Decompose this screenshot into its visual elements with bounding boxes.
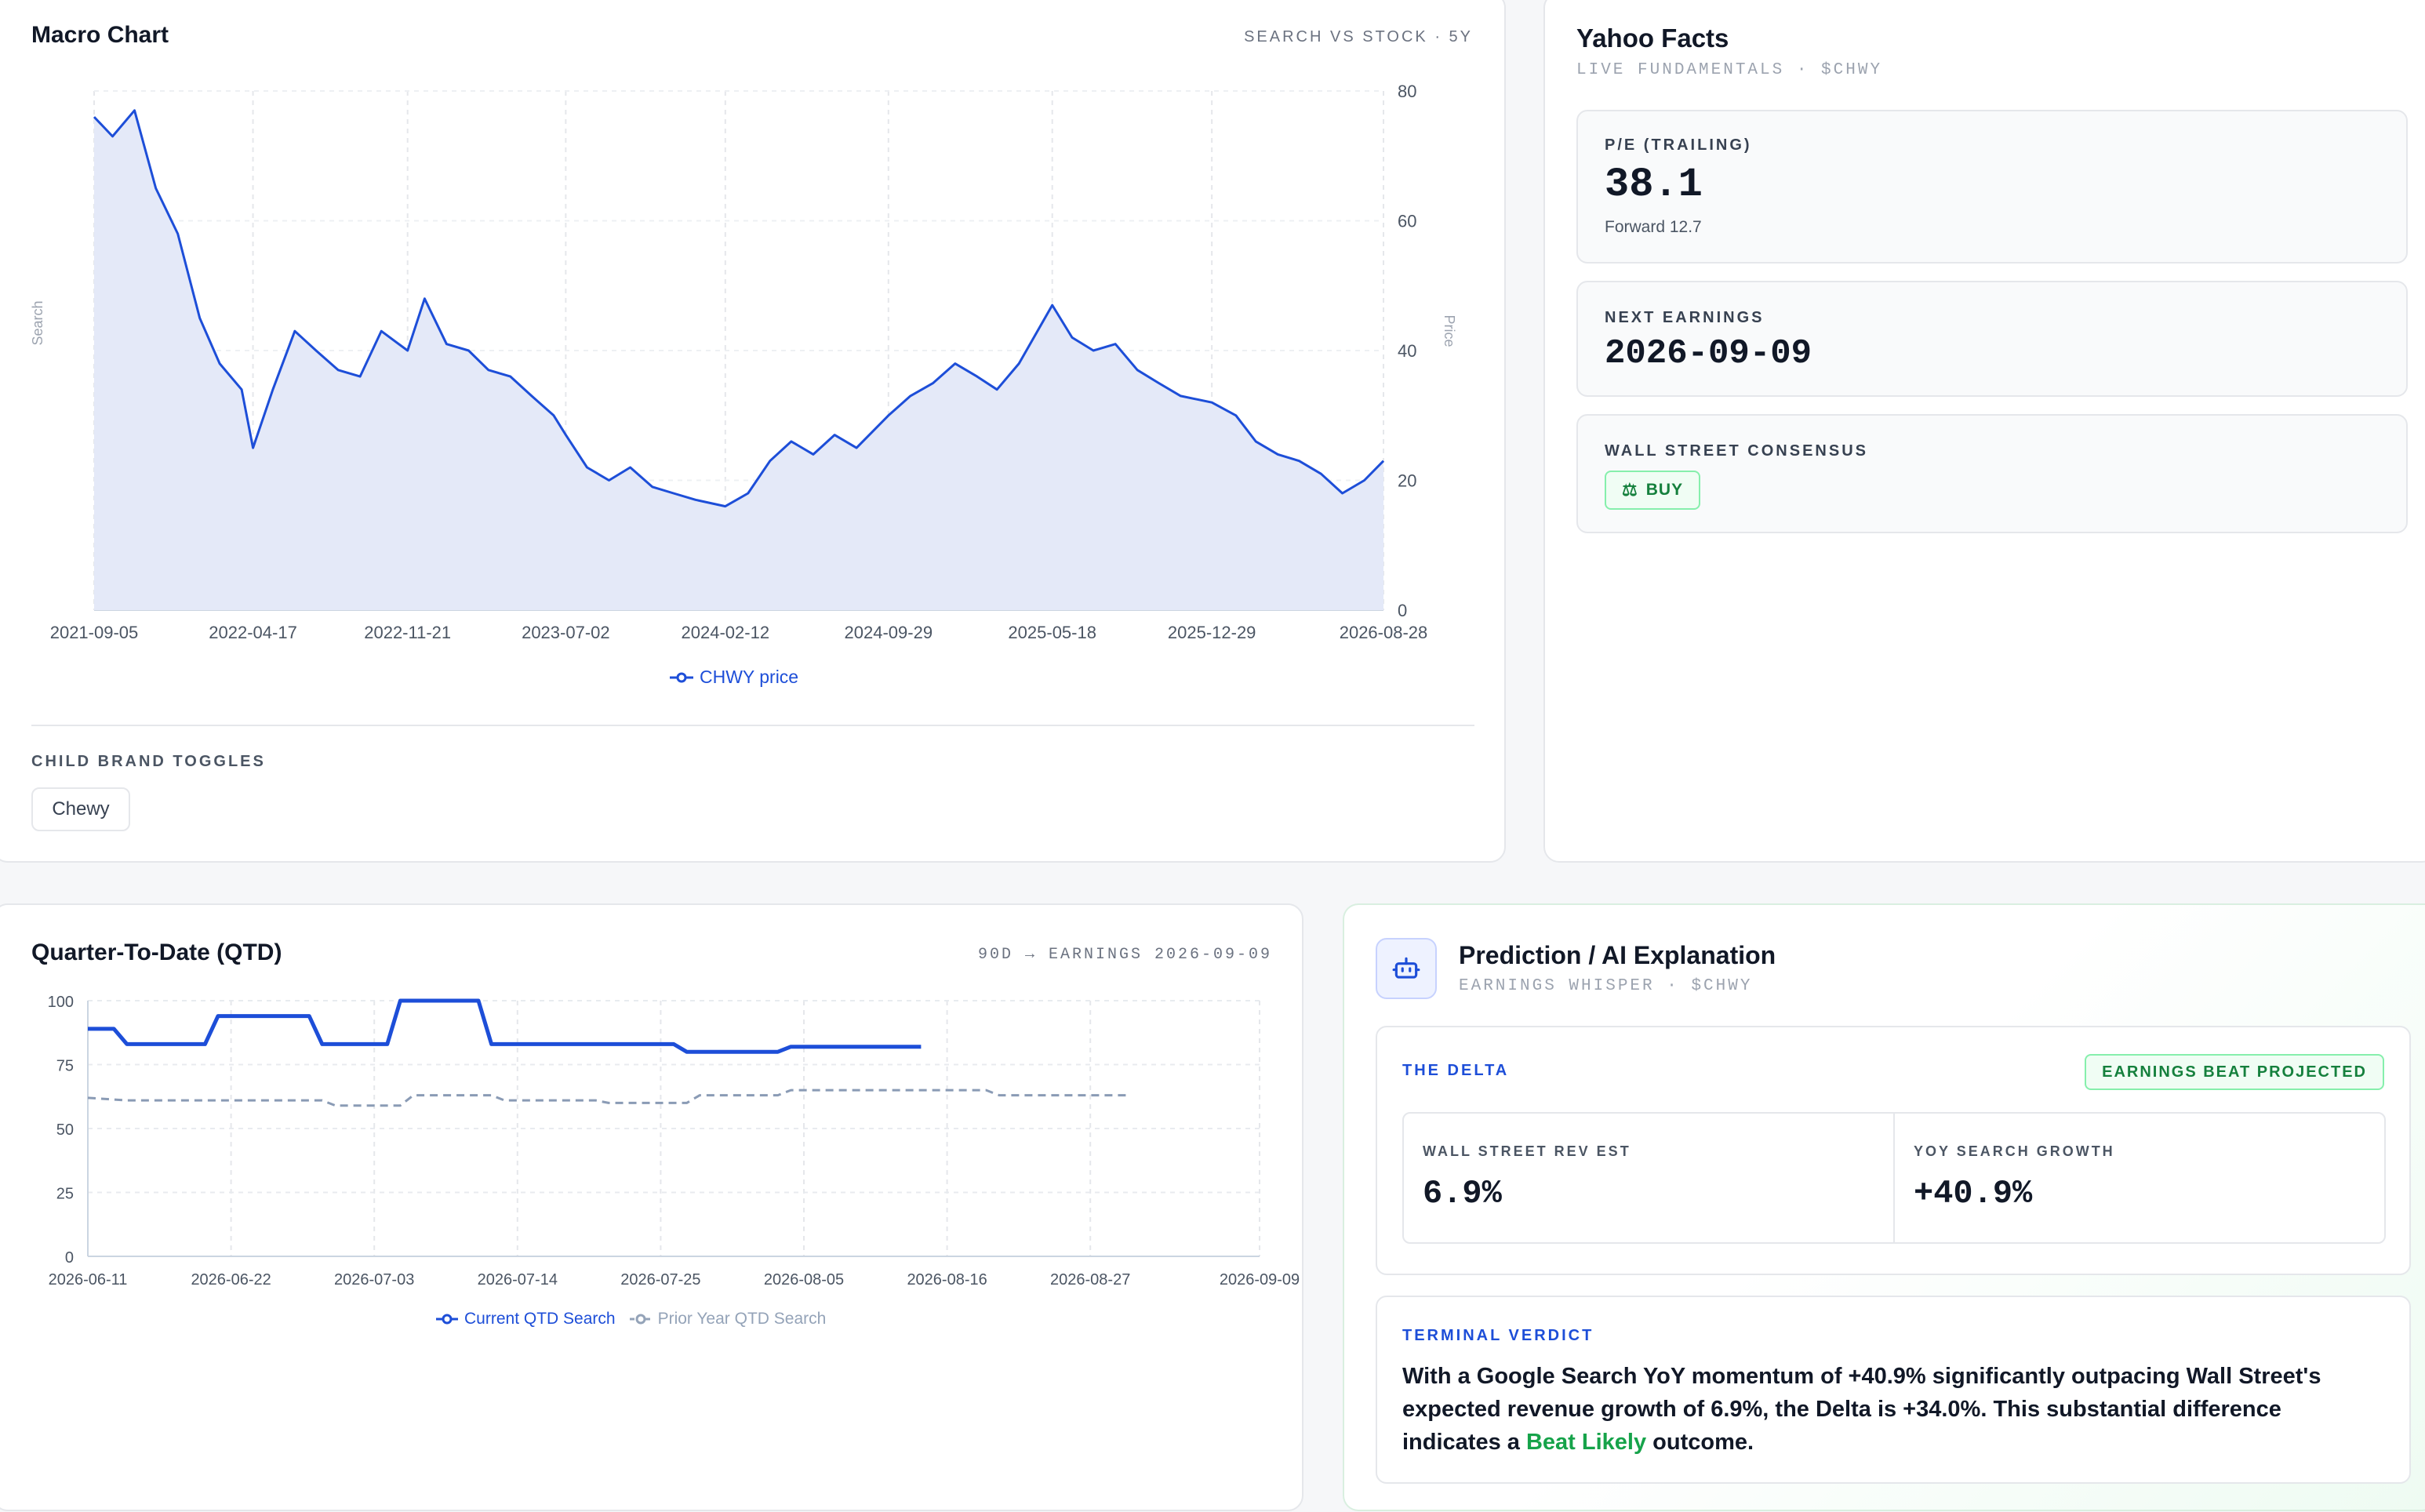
macro-chart-title: Macro Chart: [31, 22, 169, 48]
verdict-end: outcome.: [1646, 1430, 1754, 1455]
macro-chart-meta: SEARCH VS STOCK · 5Y: [1244, 28, 1473, 45]
consensus-card: WALL STREET CONSENSUS ⚖ BUY: [1576, 414, 2408, 533]
y-tick-label: 0: [1398, 601, 1407, 620]
y-right-axis-label: Price: [1442, 314, 1457, 347]
earnings-beat-badge: EARNINGS BEAT PROJECTED: [2085, 1054, 2384, 1090]
chewy-toggle-button[interactable]: Chewy: [31, 787, 130, 831]
x-tick-label: 2026-06-11: [49, 1271, 128, 1288]
legend-current[interactable]: Current QTD Search: [436, 1310, 616, 1328]
qtd-card: Quarter-To-Date (QTD) 90D → EARNINGS 202…: [0, 903, 1303, 1511]
line-legend-icon: [436, 1314, 458, 1325]
x-tick-label: 2026-08-05: [764, 1271, 844, 1288]
y-tick-label: 80: [1398, 82, 1416, 101]
pe-trailing-value: 38.1: [1605, 162, 1703, 208]
prediction-card: Prediction / AI Explanation EARNINGS WHI…: [1343, 903, 2425, 1511]
verdict-highlight: Beat Likely: [1525, 1430, 1647, 1455]
search-growth-cell: YOY SEARCH GROWTH +40.9%: [1895, 1114, 2384, 1242]
yahoo-facts-title: Yahoo Facts: [1576, 24, 1729, 53]
prior-year-qtd-line: [87, 1089, 1129, 1107]
x-tick-label: 2024-02-12: [682, 623, 770, 642]
price-area: [94, 110, 1383, 611]
macro-chart-svg: 2021-09-05 2022-04-17 2022-11-21 2023-07-02…: [30, 82, 1457, 642]
x-tick-label: 2026-07-25: [620, 1271, 700, 1288]
prediction-title: Prediction / AI Explanation: [1459, 941, 1776, 969]
qtd-title: Quarter-To-Date (QTD): [31, 940, 282, 965]
x-tick-label: 2025-05-18: [1008, 623, 1096, 642]
qtd-legend: Current QTD Search Prior Year QTD Search: [436, 1310, 826, 1328]
x-tick-label: 2026-08-28: [1340, 623, 1428, 642]
x-tick-label: 2026-07-03: [334, 1271, 414, 1288]
pe-trailing-label: P/E (TRAILING): [1605, 136, 1752, 154]
y-tick-label: 50: [56, 1121, 74, 1139]
child-brand-toggles-label: CHILD BRAND TOGGLES: [31, 753, 266, 770]
y-tick-label: 60: [1398, 212, 1416, 231]
y-tick-label: 40: [1398, 341, 1416, 361]
verdict-label: TERMINAL VERDICT: [1402, 1327, 1594, 1344]
rev-est-label: WALL STREET REV EST: [1423, 1143, 1631, 1159]
scale-icon: ⚖: [1622, 480, 1638, 500]
legend-current-label: Current QTD Search: [464, 1310, 616, 1328]
macro-chart-card: Macro Chart SEARCH VS STOCK · 5Y 2021-09…: [0, 0, 1506, 863]
pe-trailing-card: P/E (TRAILING) 38.1 Forward 12.7: [1576, 110, 2408, 264]
rev-est-value: 6.9%: [1423, 1175, 1502, 1212]
dashed-line-legend-icon: [629, 1314, 652, 1325]
consensus-badge: ⚖ BUY: [1605, 471, 1701, 510]
consensus-label: WALL STREET CONSENSUS: [1605, 442, 1868, 460]
x-tick-label: 2023-07-02: [522, 623, 610, 642]
y-tick-label: 20: [1398, 471, 1416, 491]
qtd-meta: 90D → EARNINGS 2026-09-09: [977, 946, 1272, 964]
legend-prior[interactable]: Prior Year QTD Search: [629, 1310, 827, 1328]
next-earnings-card: NEXT EARNINGS 2026-09-09: [1576, 281, 2408, 397]
delta-panel: THE DELTA EARNINGS BEAT PROJECTED WALL S…: [1376, 1026, 2411, 1275]
next-earnings-value: 2026-09-09: [1605, 334, 1812, 373]
search-growth-value: +40.9%: [1914, 1175, 2033, 1212]
legend-prior-label: Prior Year QTD Search: [657, 1310, 827, 1328]
verdict-panel: TERMINAL VERDICT With a Google Search Yo…: [1376, 1296, 2411, 1484]
search-growth-label: YOY SEARCH GROWTH: [1914, 1143, 2115, 1159]
price-line: [93, 109, 1385, 508]
delta-label: THE DELTA: [1402, 1062, 1510, 1079]
yahoo-facts-card: Yahoo Facts LIVE FUNDAMENTALS · $CHWY P/…: [1543, 0, 2425, 863]
x-tick-label: 2025-12-29: [1168, 623, 1256, 642]
x-tick-label: 2026-06-22: [191, 1271, 271, 1288]
x-tick-label: 2026-07-14: [478, 1271, 558, 1288]
robot-icon-box: [1376, 938, 1437, 999]
x-tick-label: 2026-08-27: [1050, 1271, 1130, 1288]
y-tick-label: 75: [56, 1058, 74, 1075]
rev-est-cell: WALL STREET REV EST 6.9%: [1404, 1114, 1895, 1242]
y-tick-label: 100: [48, 994, 74, 1011]
prediction-subtitle: EARNINGS WHISPER · $CHWY: [1459, 977, 1753, 995]
pe-forward-value: Forward 12.7: [1605, 218, 1702, 236]
x-tick-label: 2021-09-05: [50, 623, 139, 642]
macro-legend-label: CHWY price: [700, 667, 799, 687]
delta-metrics: WALL STREET REV EST 6.9% YOY SEARCH GROW…: [1402, 1112, 2386, 1244]
consensus-value: BUY: [1645, 481, 1684, 499]
robot-icon: [1392, 957, 1420, 979]
next-earnings-label: NEXT EARNINGS: [1605, 309, 1765, 326]
y-tick-label: 0: [65, 1249, 74, 1267]
y-tick-label: 25: [56, 1186, 74, 1203]
x-tick-label: 2024-09-29: [845, 623, 933, 642]
current-qtd-line: [88, 998, 922, 1054]
macro-divider: [31, 725, 1474, 726]
yahoo-facts-subtitle: LIVE FUNDAMENTALS · $CHWY: [1576, 61, 1883, 79]
x-tick-label: 2026-09-09: [1220, 1271, 1300, 1288]
line-legend-icon: [670, 672, 693, 682]
y-left-axis-label: Search: [30, 300, 45, 345]
qtd-chart-svg: 2026-06-11 2026-06-22 2026-07-03 2026-07-14…: [48, 994, 1300, 1288]
verdict-text: With a Google Search YoY momentum of +40…: [1402, 1360, 2375, 1459]
x-tick-label: 2022-11-21: [364, 623, 451, 642]
x-tick-label: 2026-08-16: [907, 1271, 987, 1288]
x-tick-label: 2022-04-17: [209, 623, 297, 642]
macro-legend[interactable]: CHWY price: [670, 667, 798, 688]
verdict-body: With a Google Search YoY momentum of +40…: [1402, 1364, 2321, 1455]
